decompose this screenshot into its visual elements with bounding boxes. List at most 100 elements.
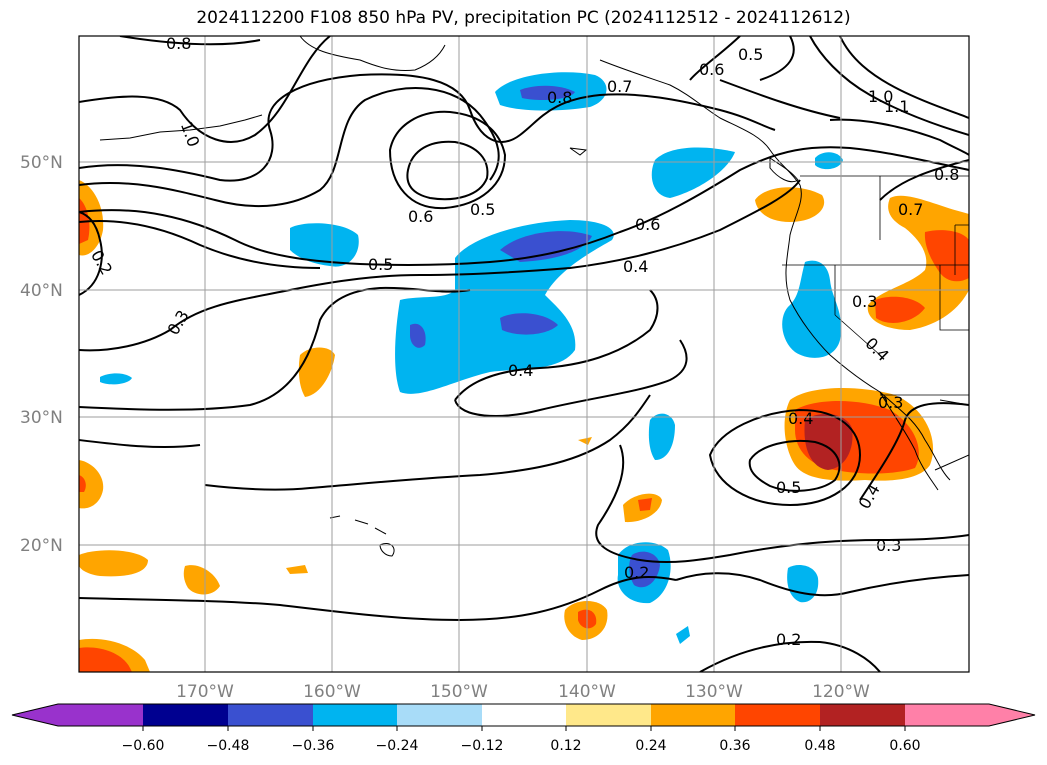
colorbar-segment — [228, 704, 313, 726]
contour-label: 0.6 — [635, 215, 660, 234]
colorbar-segment — [651, 704, 735, 726]
colorbar-tick-label: −0.24 — [376, 738, 419, 754]
contour-label: 0.2 — [776, 630, 801, 649]
colorbar-segment — [566, 704, 651, 726]
colorbar-ticks — [142, 726, 906, 731]
precip-positive — [79, 460, 104, 509]
pv-contour — [675, 572, 969, 597]
precip-positive — [183, 565, 220, 595]
colorbar-extend-low — [12, 704, 58, 726]
contour-label: 0.4 — [623, 257, 648, 276]
island-hawaii — [329, 515, 395, 557]
coastline-mexico — [934, 399, 969, 471]
contour-label: 1.0 — [868, 87, 893, 106]
colorbar-outline — [11, 703, 1036, 727]
colorbar-tick-label: −0.60 — [122, 738, 165, 754]
lon-label: 140°W — [558, 682, 616, 702]
precip-positive — [755, 187, 825, 222]
pv-contour — [699, 640, 881, 672]
precip-positive — [286, 565, 308, 574]
island-kodiak — [569, 147, 588, 156]
pv-contour — [809, 36, 969, 136]
precip-positive — [298, 347, 335, 397]
lat-label: 50°N — [20, 153, 63, 173]
contour-label: 1.0 — [177, 119, 204, 149]
contour-label: 0.4 — [861, 334, 892, 365]
colorbar-tick-label: −0.48 — [207, 738, 250, 754]
lat-labels: 50°N 40°N 30°N 20°N — [20, 153, 63, 556]
precip-negative — [520, 85, 575, 100]
contour-label: 0.5 — [470, 200, 495, 219]
colorbar: −0.60 −0.48 −0.36 −0.24 −0.12 0.12 0.24 … — [11, 703, 1036, 754]
pv-contour — [689, 36, 741, 81]
precip-positive — [79, 647, 132, 672]
pv-contour — [79, 286, 471, 411]
precip-negative — [410, 323, 426, 348]
island-vancouver — [769, 157, 799, 183]
contour-label: 0.5 — [776, 478, 801, 497]
map-frame — [78, 35, 970, 673]
pv-contour — [406, 140, 489, 201]
lon-label: 160°W — [303, 682, 361, 702]
pv-contours — [79, 36, 969, 672]
contour-label: 0.6 — [408, 207, 433, 226]
coastlines — [99, 36, 969, 557]
contour-label: 0.4 — [508, 361, 533, 380]
colorbar-segment — [397, 704, 482, 726]
pv-contour — [79, 576, 677, 622]
precip-negative — [100, 373, 132, 385]
coastline-baja — [879, 391, 939, 491]
lat-label: 40°N — [20, 281, 63, 301]
contour-label: 0.6 — [699, 60, 724, 79]
precip-negative — [787, 565, 819, 603]
lon-labels: 170°W 160°W 150°W 140°W 130°W 120°W — [176, 682, 870, 702]
contour-label: 0.5 — [368, 255, 393, 274]
precip-negative — [648, 413, 675, 460]
pv-contour — [859, 402, 969, 501]
pv-contour — [79, 219, 321, 269]
contour-label: 0.4 — [788, 409, 813, 428]
pv-contour — [79, 146, 969, 267]
colorbar-tick-label: 0.60 — [889, 738, 920, 754]
precip-positive — [79, 475, 86, 492]
precip-positive — [875, 296, 925, 323]
precip-positive — [79, 550, 148, 577]
contour-label: 0.5 — [738, 45, 763, 64]
contour-label: 0.3 — [164, 307, 193, 339]
contour-label: 0.3 — [878, 393, 903, 412]
coastline-alaska — [299, 36, 446, 71]
pv-contour — [79, 439, 201, 449]
contour-label: 0.3 — [852, 292, 877, 311]
colorbar-segment — [905, 704, 989, 726]
pv-contour — [839, 36, 969, 119]
precip-negative — [651, 147, 735, 198]
colorbar-tick-label: 0.12 — [550, 738, 581, 754]
coastline-gulf-alaska — [599, 59, 801, 186]
precip-positive — [638, 498, 652, 511]
precip-negative — [815, 152, 843, 170]
pv-contour — [119, 36, 261, 46]
colorbar-tick-label: 0.24 — [635, 738, 666, 754]
precip-negative — [676, 626, 690, 644]
colorbar-segment — [735, 704, 820, 726]
pv-contour — [79, 36, 331, 143]
lon-label: 150°W — [430, 682, 488, 702]
colorbar-segment — [482, 704, 566, 726]
contour-label: 0.7 — [898, 200, 923, 219]
precip-negative — [782, 260, 842, 358]
precip-positive — [924, 230, 969, 282]
pv-contour — [748, 439, 841, 492]
colorbar-extend-high — [989, 704, 1035, 726]
lat-label: 20°N — [20, 536, 63, 556]
contour-label: 0.8 — [934, 165, 959, 184]
colorbar-segment — [820, 704, 905, 726]
pv-contour — [204, 394, 651, 491]
contour-label: 0.2 — [624, 563, 649, 582]
pv-contour — [79, 211, 103, 296]
pv-contour — [79, 179, 801, 352]
lon-label: 120°W — [812, 682, 870, 702]
colorbar-tick-label: −0.36 — [292, 738, 335, 754]
gridlines — [79, 36, 969, 672]
colorbar-segment — [143, 704, 228, 726]
